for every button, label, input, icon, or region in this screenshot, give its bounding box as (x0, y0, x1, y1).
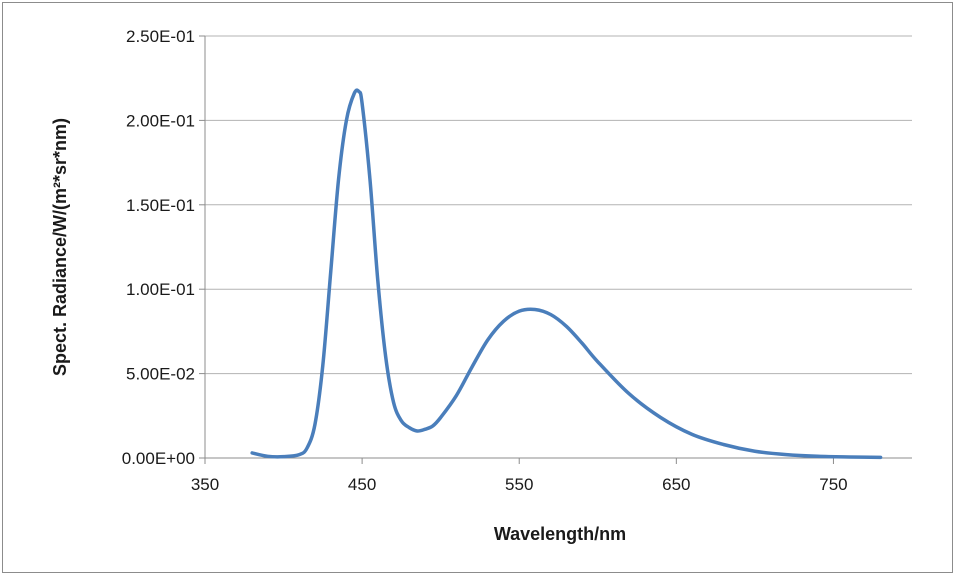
series-group (250, 88, 883, 460)
x-axis-title: Wavelength/nm (494, 524, 626, 544)
x-tick-label: 750 (819, 475, 847, 494)
series-line (250, 88, 883, 460)
x-tick-label: 450 (348, 475, 376, 494)
axes (199, 35, 912, 464)
x-tick-labels: 350 450 550 650 750 (191, 475, 848, 494)
y-tick-label: 5.00E-02 (126, 365, 195, 384)
y-axis-title: Spect. Radiance/W/(m²*sr*nm) (50, 118, 70, 376)
y-tick-label: 1.50E-01 (126, 196, 195, 215)
y-tick-label: 1.00E-01 (126, 280, 195, 299)
x-tick-label: 550 (505, 475, 533, 494)
y-tick-label: 0.00E+00 (122, 449, 195, 468)
x-tick-label: 650 (662, 475, 690, 494)
y-tick-labels: 0.00E+00 5.00E-02 1.00E-01 1.50E-01 2.00E-01… (122, 27, 195, 468)
y-tick-label: 2.50E-01 (126, 27, 195, 46)
x-tick-label: 350 (191, 475, 219, 494)
gridlines (205, 35, 912, 375)
y-tick-label: 2.00E-01 (126, 111, 195, 130)
